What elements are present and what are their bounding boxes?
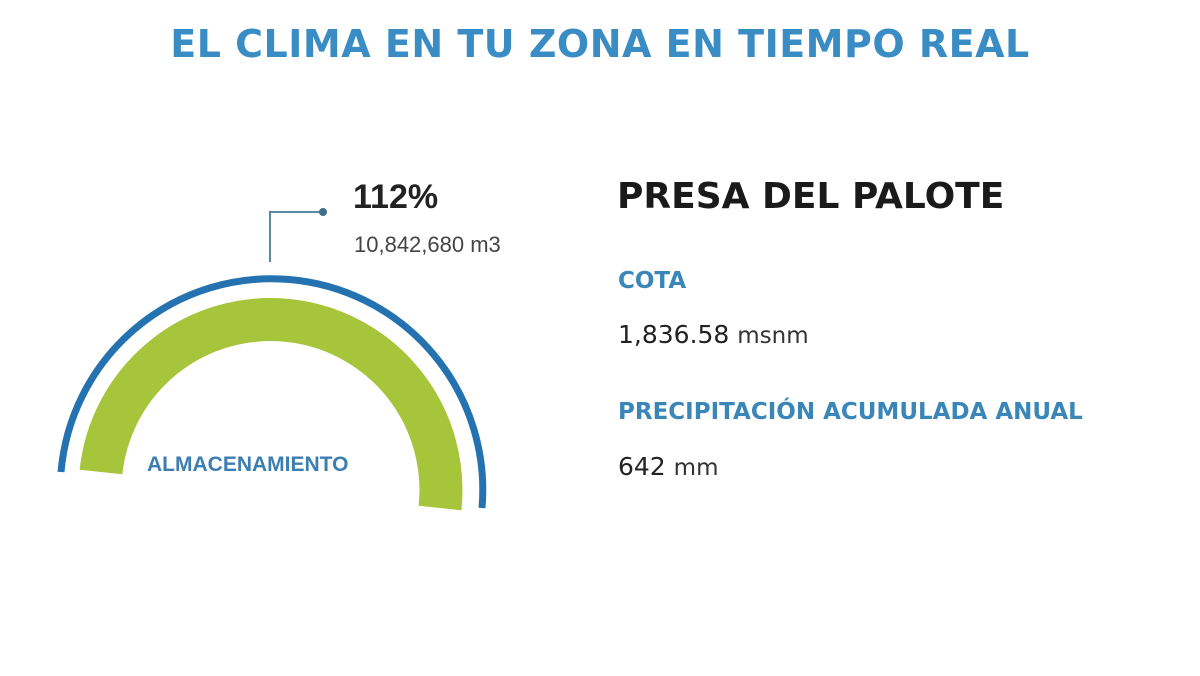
gauge-fill-arc — [79, 298, 463, 511]
cota-number: 1,836.58 — [618, 320, 730, 349]
storage-volume: 10,842,680 m3 — [354, 232, 501, 257]
precip-number: 642 — [618, 452, 666, 481]
gauge-label: ALMACENAMIENTO — [147, 453, 349, 476]
precip-label: PRECIPITACIÓN ACUMULADA ANUAL — [618, 399, 1083, 425]
pointer-line — [269, 211, 323, 262]
storage-gauge — [57, 208, 487, 511]
page-title: EL CLIMA EN TU ZONA EN TIEMPO REAL — [170, 22, 1030, 66]
precip-value: 642 mm — [618, 452, 718, 481]
storage-percent: 112% — [353, 178, 439, 216]
cota-label: COTA — [618, 268, 687, 294]
cota-value: 1,836.58 msnm — [618, 320, 809, 349]
cota-unit: msnm — [737, 323, 809, 349]
gauge-outer-arc — [57, 275, 487, 509]
dam-name: PRESA DEL PALOTE — [617, 176, 1005, 217]
precip-unit: mm — [673, 455, 719, 481]
pointer-dot — [319, 208, 327, 216]
